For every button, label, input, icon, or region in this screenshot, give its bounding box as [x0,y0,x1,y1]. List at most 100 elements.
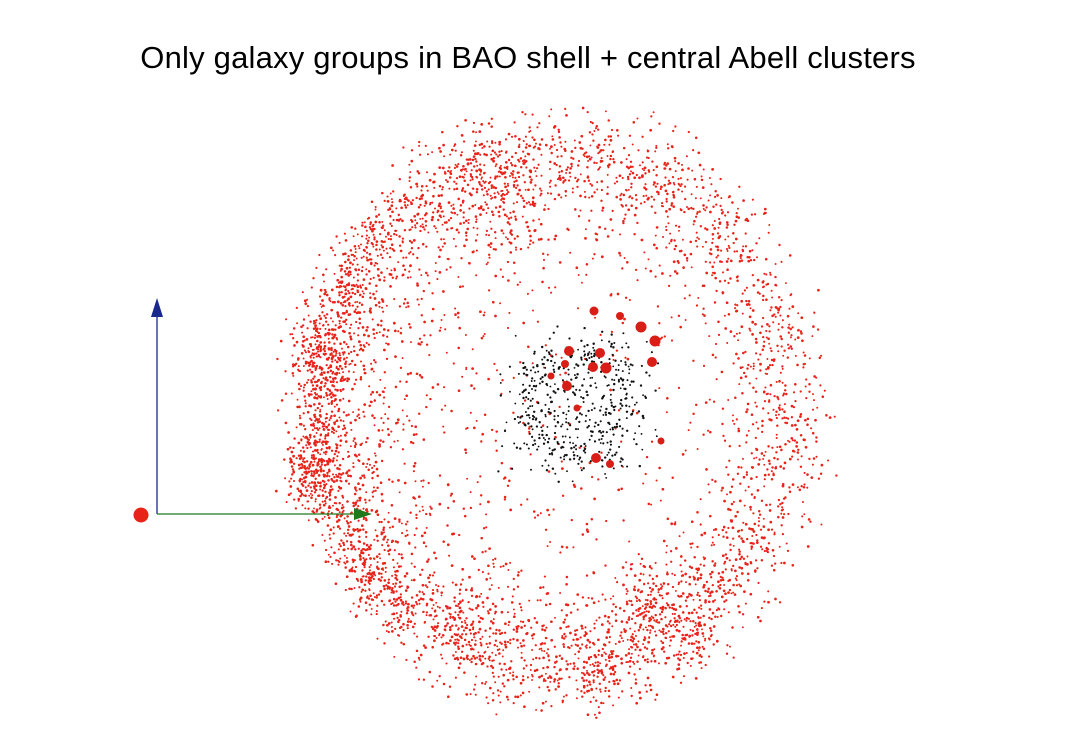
shell-galaxy-point [364,250,366,253]
shell-galaxy-point [630,170,632,173]
shell-galaxy-point [694,677,698,680]
shell-galaxy-point [352,504,355,508]
shell-galaxy-point [494,632,498,635]
shell-galaxy-point [702,168,705,171]
figure-title: Only galaxy groups in BAO shell + centra… [140,40,916,75]
shell-galaxy-point [375,248,378,251]
shell-galaxy-point [743,590,746,593]
shell-galaxy-point [733,593,737,596]
shell-galaxy-point [471,204,475,208]
shell-galaxy-point [531,201,535,205]
shell-galaxy-point [335,360,339,364]
shell-galaxy-point [734,558,738,561]
shell-galaxy-point [544,636,548,640]
shell-galaxy-point [512,615,516,619]
shell-galaxy-point [782,394,785,397]
shell-galaxy-point [787,343,790,346]
shell-galaxy-point [739,557,742,561]
shell-galaxy-point [783,513,786,516]
shell-galaxy-point [734,237,738,241]
shell-galaxy-point [658,322,661,325]
shell-galaxy-point [683,253,687,257]
shell-galaxy-point [796,486,799,489]
shell-galaxy-point [578,141,582,144]
shell-galaxy-point [688,294,691,297]
shell-galaxy-point [377,429,381,432]
shell-galaxy-point [657,591,660,594]
shell-galaxy-point [674,521,677,524]
shell-galaxy-point [517,145,521,148]
shell-galaxy-point [506,484,510,487]
shell-galaxy-point [520,644,523,648]
shell-galaxy-point [298,480,301,483]
shell-galaxy-point [322,428,326,431]
shell-galaxy-point [538,657,541,660]
shell-galaxy-point [781,381,784,384]
shell-galaxy-point [357,327,360,330]
shell-galaxy-point [327,347,331,350]
shell-galaxy-point [808,357,811,360]
shell-galaxy-point [359,578,363,581]
shell-galaxy-point [504,138,508,141]
shell-galaxy-point [455,176,459,180]
shell-galaxy-point [523,399,527,402]
shell-galaxy-point [409,171,412,174]
shell-galaxy-point [625,561,628,564]
shell-galaxy-point [472,648,475,651]
shell-galaxy-point [349,445,352,448]
shell-galaxy-point [321,517,324,520]
shell-galaxy-point [643,658,647,662]
shell-galaxy-point [669,619,672,622]
shell-galaxy-point [434,270,437,273]
shell-galaxy-point [306,361,309,364]
shell-galaxy-point [370,258,373,261]
shell-galaxy-point [357,605,361,608]
shell-galaxy-point [481,432,485,436]
shell-galaxy-point [663,650,666,653]
shell-galaxy-point [425,526,428,529]
shell-galaxy-point [609,135,613,138]
shell-galaxy-point [614,605,618,609]
shell-galaxy-point [301,291,304,294]
shell-galaxy-point [624,296,628,299]
shell-galaxy-point [380,599,384,603]
shell-galaxy-point [684,449,687,452]
shell-galaxy-point [726,644,729,647]
shell-galaxy-point [319,349,323,352]
shell-galaxy-point [803,471,806,474]
shell-galaxy-point [710,570,714,574]
shell-galaxy-point [410,611,413,614]
shell-galaxy-point [397,261,400,264]
shell-galaxy-point [647,156,650,160]
shell-galaxy-point [721,578,725,582]
shell-galaxy-point [357,334,360,337]
shell-galaxy-point [531,113,534,116]
shell-galaxy-point [567,625,570,628]
shell-galaxy-point [509,638,512,642]
shell-galaxy-point [670,240,673,243]
shell-galaxy-point [604,598,607,601]
shell-galaxy-point [781,508,785,511]
shell-galaxy-point [329,537,332,540]
shell-galaxy-point [628,173,632,176]
shell-galaxy-point [777,515,780,519]
shell-galaxy-point [517,171,520,174]
shell-galaxy-point [770,478,774,481]
shell-galaxy-point [571,191,574,194]
shell-galaxy-point [556,177,560,181]
shell-galaxy-point [328,446,331,449]
shell-galaxy-point [420,314,424,317]
shell-galaxy-point [424,201,428,205]
shell-galaxy-point [424,584,427,587]
shell-galaxy-point [398,520,401,523]
shell-galaxy-point [366,325,369,329]
shell-galaxy-point [307,484,310,487]
shell-galaxy-point [504,622,507,626]
shell-galaxy-point [403,201,406,204]
shell-galaxy-point [751,423,755,426]
shell-galaxy-point [322,422,326,426]
shell-galaxy-point [621,205,624,208]
shell-galaxy-point [353,259,356,262]
shell-galaxy-point [780,260,783,263]
shell-galaxy-point [567,646,570,649]
